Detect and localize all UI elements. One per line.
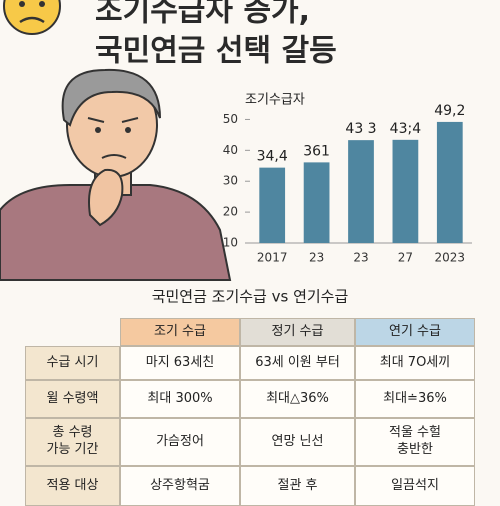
table-cell: 정기 수급	[240, 318, 355, 346]
emoji	[3, 0, 61, 35]
table-cell: 최대 300%	[120, 380, 240, 418]
bar	[259, 167, 286, 243]
table-cell: 최대 7O세끼	[355, 346, 475, 380]
table-cell: 조기 수급	[120, 318, 240, 346]
table-cell: 연망 닌선	[240, 418, 355, 466]
value-label: 49,2	[434, 103, 465, 119]
x-tick-label: 23	[309, 251, 324, 265]
bar	[348, 140, 374, 243]
value-label: 34,4	[257, 149, 288, 165]
value-label: 43;4	[390, 121, 422, 137]
value-label: 361	[303, 143, 330, 159]
table-cell: 수급 시기	[25, 346, 120, 380]
x-tick-label: 27	[398, 251, 413, 265]
table-cell: 63세 이원 부터	[240, 346, 355, 380]
table-cell: 적울 수헐 충반한	[355, 418, 475, 466]
table-cell: 최대△36%	[240, 380, 355, 418]
table-cell: 총 수령 가능 기간	[25, 418, 120, 466]
y-tick-label: 10	[223, 236, 238, 250]
x-tick-label: 2023	[435, 251, 466, 265]
y-tick-label: 30	[223, 174, 238, 188]
y-tick-label: 20	[223, 205, 238, 219]
table-cell: 절관 후	[240, 466, 355, 506]
table-cell: 마지 63세친	[120, 346, 240, 380]
chart-title: 조기수급자	[245, 93, 305, 108]
table-cell: 윌 수령액	[25, 380, 120, 418]
title-line: 국민연금 선택 갈등	[95, 34, 337, 69]
table-cell: 일끔석지	[355, 466, 475, 506]
table-cell: 적용 대상	[25, 466, 120, 506]
table-cell: 연기 수급	[355, 318, 475, 346]
table-cell: 가슴정어	[120, 418, 240, 466]
table-cell: 상주항혁굼	[120, 466, 240, 506]
table-title: 국민연금 조기수급 vs 연기수급	[152, 288, 349, 306]
illustration	[0, 68, 232, 281]
y-tick-label: 40	[223, 143, 238, 157]
x-tick-label: 23	[353, 251, 368, 265]
title-line: 조기수급자 증가,	[95, 0, 310, 29]
table-cell: 최대≐36%	[355, 380, 475, 418]
y-tick-label: 50	[223, 112, 238, 126]
bar	[303, 162, 330, 243]
value-label: 43 3	[345, 121, 376, 137]
x-tick-label: 2017	[257, 251, 288, 265]
bar	[392, 139, 419, 243]
bar	[436, 121, 463, 243]
